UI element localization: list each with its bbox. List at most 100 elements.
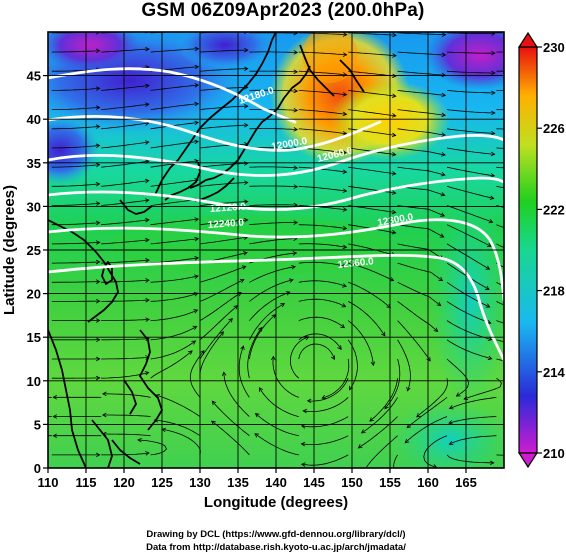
colorbar-top-arrow	[517, 31, 539, 48]
streamline	[199, 292, 242, 321]
streamline-arrowhead	[436, 301, 442, 307]
credit-drawing: Drawing by DCL (https://www.gfd-dennou.o…	[146, 529, 405, 540]
streamline-arrowhead	[321, 394, 327, 400]
streamline-arrowhead	[441, 152, 446, 157]
streamline-arrowhead	[194, 120, 200, 126]
streamline	[348, 262, 394, 281]
streamline	[249, 303, 285, 340]
streamline-arrowhead	[194, 83, 200, 88]
streamline	[102, 393, 151, 398]
streamline	[397, 70, 446, 76]
streamline-arrowhead	[342, 52, 348, 57]
streamline-arrowhead	[280, 303, 286, 308]
streamline-arrowhead	[293, 50, 299, 55]
streamline-arrowhead	[244, 103, 249, 109]
streamline-arrowhead	[491, 90, 496, 96]
streamline	[101, 219, 149, 226]
streamline-arrowhead	[404, 438, 410, 444]
streamline-arrowhead	[540, 348, 544, 352]
y-tick-label: 25	[27, 243, 41, 258]
streamline-arrowhead	[102, 391, 107, 397]
streamline	[361, 397, 398, 434]
streamline-arrowhead	[254, 433, 259, 438]
streamline	[463, 377, 502, 400]
streamline-arrowhead	[244, 122, 249, 128]
streamline	[101, 160, 149, 168]
streamline-arrowhead	[194, 64, 200, 70]
streamline-arrowhead	[95, 181, 101, 187]
streamline-arrowhead	[191, 340, 197, 345]
streamline	[101, 199, 149, 206]
streamline	[249, 166, 298, 169]
streamline-arrowhead	[391, 132, 397, 138]
streamline-arrowhead	[95, 105, 101, 110]
streamline-arrowhead	[95, 375, 101, 381]
streamline-arrowhead	[95, 298, 101, 304]
colorbar-tick-label: 214	[543, 365, 565, 380]
streamline	[238, 345, 250, 398]
streamline	[393, 454, 398, 468]
streamline-arrowhead	[293, 127, 299, 132]
streamline	[397, 262, 443, 282]
streamline	[51, 50, 100, 53]
streamline	[298, 51, 347, 56]
streamline	[347, 339, 358, 391]
streamline	[199, 143, 248, 149]
streamline	[51, 261, 100, 264]
streamline-arrowhead	[538, 240, 542, 244]
streamline	[298, 280, 347, 287]
streamline-arrowhead	[538, 317, 542, 321]
streamline-arrowhead	[342, 263, 348, 269]
streamline-arrowhead	[270, 355, 276, 361]
streamline-arrowhead	[52, 433, 57, 438]
streamline-arrowhead	[95, 240, 101, 245]
streamline-arrowhead	[342, 207, 348, 212]
streamline-arrowhead	[145, 317, 150, 322]
streamline	[199, 201, 248, 206]
streamline-arrowhead	[486, 242, 492, 247]
streamline-arrowhead	[95, 259, 101, 265]
streamline-arrowhead	[300, 424, 306, 429]
colorbar-tick-label: 218	[543, 284, 565, 299]
streamline-arrowhead	[243, 199, 249, 204]
streamline-arrowhead	[485, 303, 491, 308]
streamline	[446, 185, 494, 199]
streamline	[397, 109, 446, 116]
streamline	[365, 435, 398, 468]
colorbar-tick-label: 226	[543, 121, 565, 136]
streamline-arrowhead	[489, 195, 495, 200]
streamline-arrowhead	[541, 107, 545, 111]
streamline	[423, 435, 448, 468]
streamline	[199, 49, 248, 53]
streamline-arrowhead	[360, 429, 366, 434]
streamline	[249, 185, 298, 188]
streamline-arrowhead	[369, 417, 374, 422]
streamline	[51, 222, 100, 226]
streamline-arrowhead	[95, 162, 101, 168]
streamline-arrowhead	[291, 265, 296, 270]
streamline-arrowhead	[441, 32, 447, 37]
streamline	[51, 202, 100, 206]
streamline	[348, 128, 396, 136]
colorbar-tick-label: 222	[543, 202, 565, 217]
streamline-arrowhead	[490, 151, 496, 157]
streamline	[249, 291, 290, 321]
streamline-arrowhead	[490, 130, 496, 136]
streamline	[298, 333, 342, 350]
x-tick-label: 160	[417, 475, 439, 490]
streamline-arrowhead	[194, 217, 200, 222]
streamline	[397, 320, 431, 362]
streamline-arrowhead	[244, 161, 249, 166]
streamline-arrowhead	[342, 92, 348, 97]
streamline	[298, 316, 345, 329]
x-tick-label: 110	[38, 475, 59, 490]
streamline-arrowhead	[342, 150, 348, 155]
streamline	[446, 128, 495, 134]
streamline-arrowhead	[101, 412, 107, 418]
streamline	[446, 224, 492, 247]
streamline	[199, 318, 233, 360]
streamline	[150, 326, 197, 341]
streamline-arrowhead	[95, 32, 101, 35]
streamline	[449, 397, 497, 409]
streamline	[397, 32, 446, 36]
